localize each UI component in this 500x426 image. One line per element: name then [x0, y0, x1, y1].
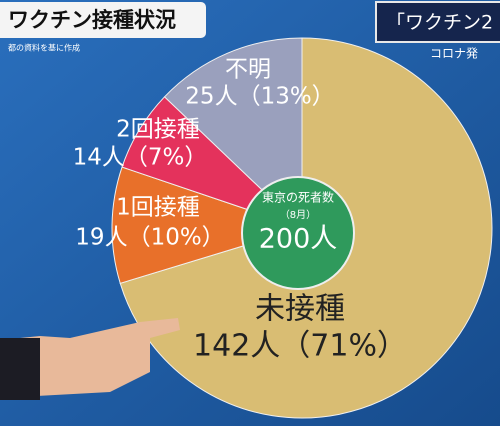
- header-box: [375, 1, 500, 43]
- note: 都の資料を基に作成: [8, 43, 80, 53]
- value-label: 14人（7%）: [73, 145, 208, 171]
- category-label: 2回接種: [116, 117, 200, 143]
- value-label: 25人（13%）: [185, 84, 334, 110]
- sleeve: [0, 338, 40, 400]
- center-circle: [241, 176, 355, 290]
- category-label: 不明: [225, 57, 271, 83]
- center-text: 200人: [259, 224, 338, 255]
- value-label: 19人（10%）: [75, 225, 224, 251]
- category-label: 1回接種: [116, 195, 200, 221]
- pie-slice: [163, 37, 303, 230]
- header-right: 「ワクチン2: [386, 12, 493, 34]
- category-label: 未接種: [255, 292, 345, 327]
- pie-slice: [111, 166, 304, 284]
- value-label: 142人（71%）: [193, 329, 407, 364]
- center-text: （8月）: [280, 209, 316, 221]
- title-box: [0, 2, 206, 38]
- chart-title: ワクチン接種状況: [8, 8, 176, 32]
- hand: [0, 318, 180, 398]
- center-text: 東京の死者数: [262, 190, 334, 205]
- header-right-sub: コロナ発: [430, 47, 478, 61]
